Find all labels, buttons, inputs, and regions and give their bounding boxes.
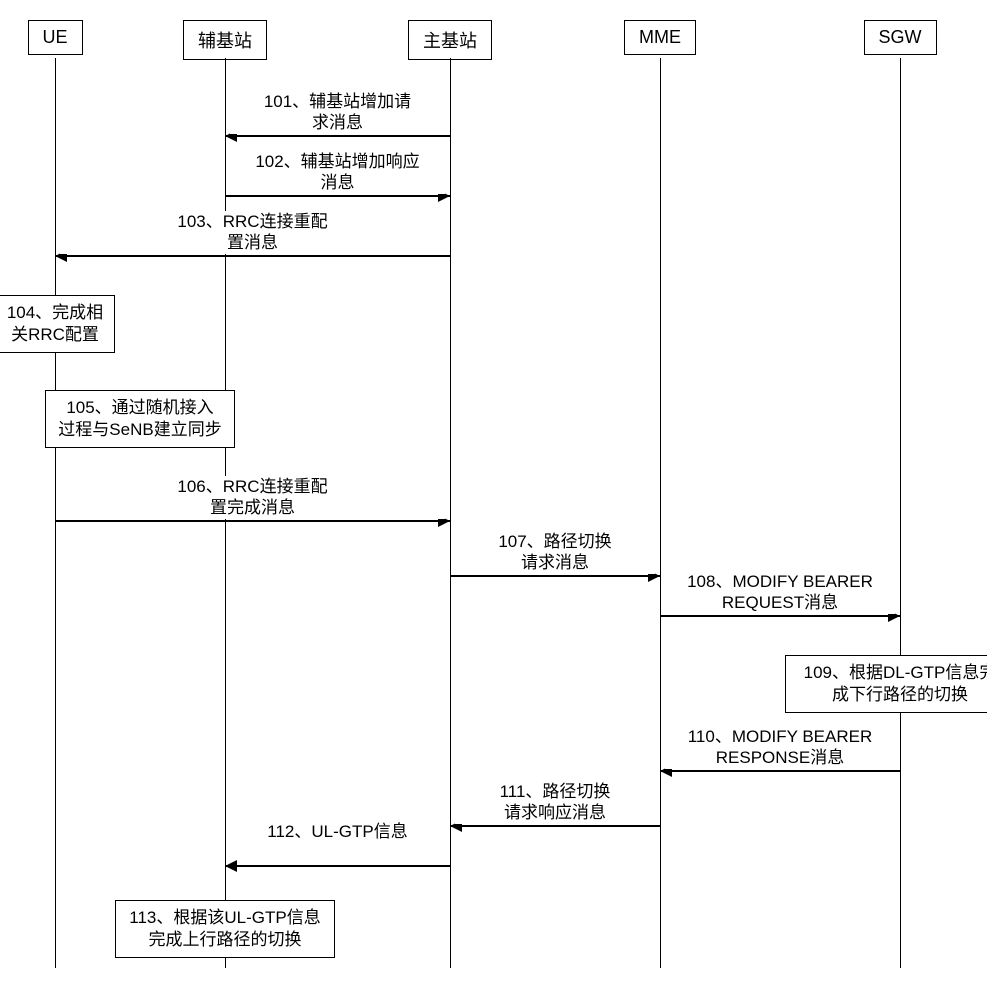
- msg-112-label: 112、UL-GTP信息: [230, 821, 445, 842]
- msg-102-label: 102、辅基站增加响应 消息: [230, 151, 445, 194]
- action-113: 113、根据该UL-GTP信息 完成上行路径的切换: [115, 900, 335, 958]
- msg-101-label: 101、辅基站增加请 求消息: [230, 91, 445, 134]
- msg-111-label: 111、路径切换 请求响应消息: [455, 781, 655, 824]
- msg-112-arrow: [225, 860, 237, 872]
- actor-sgw: SGW: [864, 20, 937, 55]
- msg-106-label: 106、RRC连接重配 置完成消息: [60, 476, 445, 519]
- msg-111-line: [450, 825, 660, 827]
- lifeline-sgw: [900, 58, 901, 968]
- actor-menb: 主基站: [408, 20, 492, 60]
- lifeline-mme: [660, 58, 661, 968]
- msg-108-line: [660, 615, 900, 617]
- action-105: 105、通过随机接入 过程与SeNB建立同步: [45, 390, 235, 448]
- msg-110-label: 110、MODIFY BEARER RESPONSE消息: [665, 726, 895, 769]
- actor-senb: 辅基站: [183, 20, 267, 60]
- action-109: 109、根据DL-GTP信息完 成下行路径的切换: [785, 655, 987, 713]
- msg-106-line: [55, 520, 450, 522]
- actor-ue: UE: [28, 20, 83, 55]
- msg-107-line: [450, 575, 660, 577]
- msg-107-label: 107、路径切换 请求消息: [455, 531, 655, 574]
- msg-101-line: [225, 135, 450, 137]
- msg-110-line: [660, 770, 900, 772]
- msg-108-label: 108、MODIFY BEARER REQUEST消息: [665, 571, 895, 614]
- msg-112-line: [225, 865, 450, 867]
- msg-103-label: 103、RRC连接重配 置消息: [60, 211, 445, 254]
- msg-103-line: [55, 255, 450, 257]
- msg-102-line: [225, 195, 450, 197]
- actor-mme: MME: [624, 20, 696, 55]
- sequence-diagram: UE 辅基站 主基站 MME SGW 101、辅基站增加请 求消息 102、辅基站增加响应 …: [20, 20, 967, 980]
- action-104: 104、完成相 关RRC配置: [0, 295, 115, 353]
- lifeline-ue: [55, 58, 56, 968]
